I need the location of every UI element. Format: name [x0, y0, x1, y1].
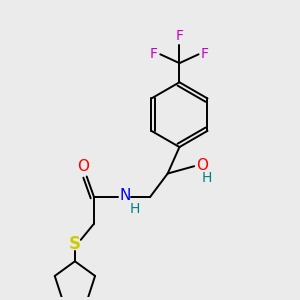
Text: F: F — [150, 47, 158, 61]
Text: F: F — [176, 29, 183, 43]
Text: O: O — [77, 159, 89, 174]
Text: F: F — [201, 47, 209, 61]
Text: N: N — [119, 188, 131, 203]
Text: H: H — [202, 172, 212, 185]
Text: H: H — [130, 202, 140, 216]
Text: S: S — [69, 235, 81, 253]
Text: O: O — [196, 158, 208, 173]
